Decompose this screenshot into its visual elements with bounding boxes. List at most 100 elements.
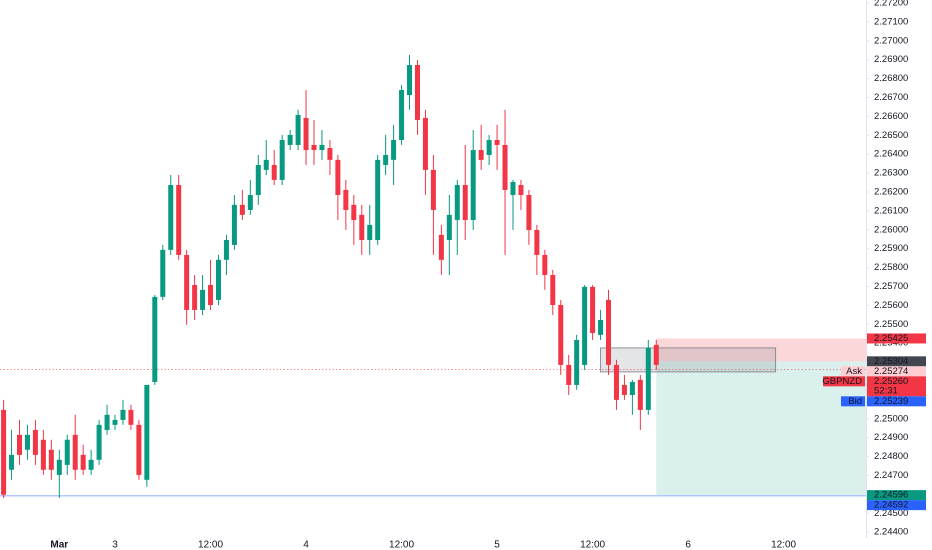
candle-body	[359, 214, 365, 241]
candle-body	[263, 159, 269, 170]
candle-body	[621, 384, 627, 395]
price-label-box	[867, 356, 926, 367]
candle-body	[637, 379, 643, 410]
y-tick-label: 2.26900	[874, 54, 908, 65]
x-tick-label: 12:00	[771, 540, 796, 550]
candle-body	[534, 229, 540, 255]
x-tick-label: 12:00	[580, 540, 605, 550]
candle-body	[168, 185, 174, 250]
y-tick-label: 2.24800	[874, 451, 908, 462]
tag-box	[841, 396, 865, 407]
price-label-box	[867, 333, 926, 344]
range-box	[600, 347, 777, 373]
price-label: 2.25239	[874, 396, 908, 407]
candle-body	[72, 434, 78, 470]
candle-body	[136, 424, 142, 475]
candle-body	[462, 185, 468, 220]
candle-body	[645, 347, 651, 410]
candle-body	[486, 140, 492, 155]
candle-body	[351, 204, 357, 220]
tag-box	[841, 366, 865, 377]
candle-body	[239, 204, 245, 215]
y-tick-label: 2.27000	[874, 35, 908, 46]
candle-body	[494, 140, 500, 145]
x-tick-label: 12:00	[389, 540, 414, 550]
x-tick-label: 4	[303, 540, 309, 550]
candle-body	[470, 150, 476, 220]
y-tick-label: 2.25900	[874, 243, 908, 254]
countdown: 52:31	[874, 385, 898, 396]
candle-body	[598, 319, 604, 335]
candle-body	[438, 234, 444, 260]
y-tick-label: 2.26500	[874, 130, 908, 141]
candle-body	[223, 240, 229, 260]
candle-body	[319, 144, 325, 151]
price-label-box	[867, 366, 926, 377]
y-tick-label: 2.26300	[874, 168, 908, 179]
y-tick-label: 2.26700	[874, 92, 908, 103]
candle-body	[391, 140, 397, 160]
price-label: 2.24596	[874, 490, 908, 501]
y-tick-label: 2.25600	[874, 300, 908, 311]
y-tick-label: 2.26600	[874, 111, 908, 122]
candle-body	[287, 134, 293, 145]
y-tick-label: 2.27200	[874, 0, 908, 9]
tag-box	[823, 376, 865, 387]
candle-body	[414, 65, 420, 121]
candle-body	[120, 409, 126, 420]
price-label: 2.25304	[874, 356, 908, 367]
y-tick-label: 2.26000	[874, 224, 908, 235]
candle-body	[478, 150, 484, 160]
candle-body	[367, 224, 373, 241]
candle-body	[558, 305, 564, 365]
candle-body	[430, 169, 436, 210]
tag-label: Bid	[848, 396, 862, 407]
candle-body	[231, 204, 237, 245]
candle-body	[542, 254, 548, 275]
candle-body	[454, 185, 460, 220]
candle-body	[335, 159, 341, 196]
y-tick-label: 2.25000	[874, 413, 908, 424]
candle-body	[446, 214, 452, 241]
y-tick-label: 2.24900	[874, 432, 908, 443]
candle-body	[160, 249, 166, 297]
candle-body	[128, 409, 134, 425]
candle-body	[343, 189, 349, 210]
candle-body	[64, 439, 70, 465]
candle-body	[422, 117, 428, 170]
candle-body	[255, 164, 261, 196]
candle-body	[144, 384, 150, 480]
candle-body	[613, 364, 619, 400]
y-tick-label: 2.24500	[874, 508, 908, 519]
candle-body	[247, 195, 253, 210]
candle-body	[582, 286, 588, 365]
candle-body	[653, 344, 659, 365]
candle-body	[80, 454, 86, 470]
y-tick-label: 2.27100	[874, 16, 908, 27]
candle-body	[215, 259, 221, 300]
candle-body	[574, 339, 580, 385]
candle-body	[40, 439, 46, 470]
y-tick-label: 2.26100	[874, 205, 908, 216]
candle-body	[375, 159, 381, 241]
candle-body	[566, 364, 572, 385]
candle-body	[9, 454, 15, 470]
candle-body	[407, 65, 413, 96]
candle-body	[96, 424, 102, 460]
candle-body	[606, 299, 612, 365]
candle-body	[629, 381, 635, 395]
candle-body	[152, 296, 158, 382]
x-tick-label: 12:00	[198, 540, 223, 550]
price-label-box	[867, 396, 926, 407]
candle-body	[279, 140, 285, 180]
price-label: 2.25260	[874, 376, 908, 387]
candle-body	[399, 89, 405, 141]
candle-body	[590, 286, 596, 333]
y-tick-label: 2.24400	[874, 527, 908, 538]
x-tick-label: 3	[112, 540, 118, 550]
price-label: 2.25274	[874, 366, 908, 377]
candle-body	[48, 449, 54, 470]
candle-body	[208, 284, 214, 306]
